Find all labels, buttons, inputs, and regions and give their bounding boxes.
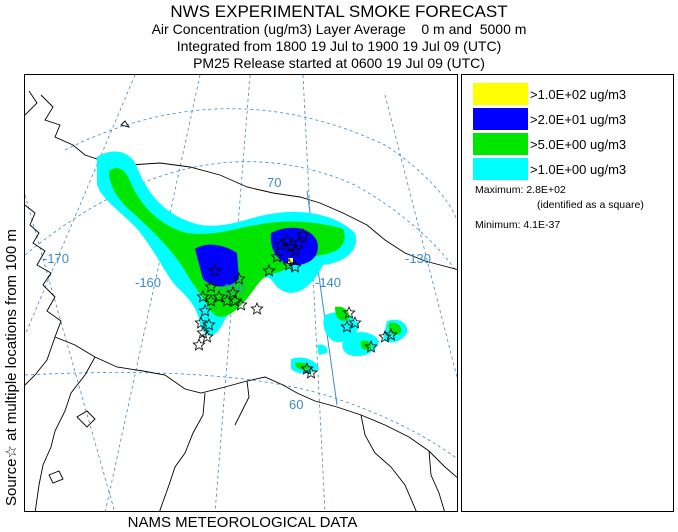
forecast-title: NWS EXPERIMENTAL SMOKE FORECAST <box>170 2 508 21</box>
integration-period: Integrated from 1800 19 Jul to 1900 19 J… <box>176 38 502 54</box>
release-info: PM25 Release started at 0600 19 Jul 09 (… <box>193 55 485 71</box>
star-icon <box>202 317 216 331</box>
star-icon <box>288 259 302 273</box>
star-icon <box>296 227 310 241</box>
lon-label-170: -170 <box>43 251 69 266</box>
star-icon <box>292 235 306 249</box>
star-icon <box>212 289 226 303</box>
star-icon <box>364 339 378 353</box>
star-icon <box>384 327 398 341</box>
legend-swatch-blue <box>473 108 528 130</box>
star-icon <box>274 237 288 251</box>
legend-maximum: Maximum: 2.8E+02 <box>475 184 566 196</box>
source-markers <box>192 227 398 379</box>
legend-swatch-yellow <box>473 83 528 105</box>
star-icon <box>250 301 264 315</box>
star-icon <box>232 271 246 285</box>
legend-panel: >1.0E+02 ug/m3 >2.0E+01 ug/m3 >5.0E+00 u… <box>461 74 674 512</box>
star-icon <box>304 365 318 379</box>
star-icon <box>270 249 284 263</box>
legend-label-4: >1.0E+00 ug/m3 <box>530 162 627 177</box>
star-icon <box>280 233 294 247</box>
lon-label-130: -130 <box>405 251 431 266</box>
lon-label-160: -160 <box>135 275 161 290</box>
legend-minimum: Minimum: 4.1E-37 <box>475 219 561 231</box>
star-icon <box>204 293 218 307</box>
concentration-subtitle: Air Concentration (ug/m3) Layer Average … <box>151 21 527 37</box>
source-side-text: Source☆ at multiple locations from 100 m <box>3 229 20 506</box>
star-icon <box>192 337 206 351</box>
coastline <box>25 90 457 511</box>
star-icon <box>378 329 392 343</box>
star-icon <box>288 243 302 257</box>
star-icon <box>342 305 356 319</box>
star-icon <box>262 263 276 277</box>
star-icon <box>194 315 208 329</box>
grid-labels: -170 -160 -150 -140 -130 70 60 <box>43 175 431 412</box>
lat-label-60: 60 <box>289 397 303 412</box>
legend-swatch-cyan <box>473 158 528 180</box>
star-icon <box>196 289 210 303</box>
legend-swatch-green <box>473 133 528 155</box>
star-icon <box>348 315 362 329</box>
star-icon <box>208 263 222 277</box>
star-icon <box>228 293 242 307</box>
star-icon <box>234 297 248 311</box>
star-icon <box>226 285 240 299</box>
lat-label-70: 70 <box>267 175 281 190</box>
legend-label-2: >2.0E+01 ug/m3 <box>530 112 627 127</box>
star-icon <box>204 279 218 293</box>
star-icon <box>340 319 354 333</box>
legend-max-note: (identified as a square) <box>537 199 644 211</box>
source-side-label: Source☆ at multiple locations from 100 m <box>0 74 24 512</box>
star-icon <box>282 257 296 271</box>
smoke-plume <box>97 151 408 374</box>
legend-label-3: >5.0E+00 ug/m3 <box>530 137 627 152</box>
legend-label-1: >1.0E+02 ug/m3 <box>530 87 627 102</box>
star-icon <box>200 329 214 343</box>
star-icon <box>198 303 212 317</box>
smoke-map: -170 -160 -150 -140 -130 70 60 <box>24 74 458 512</box>
meteorological-data-footer: NAMS METEOROLOGICAL DATA <box>127 514 358 531</box>
lon-label-140: -140 <box>315 275 341 290</box>
